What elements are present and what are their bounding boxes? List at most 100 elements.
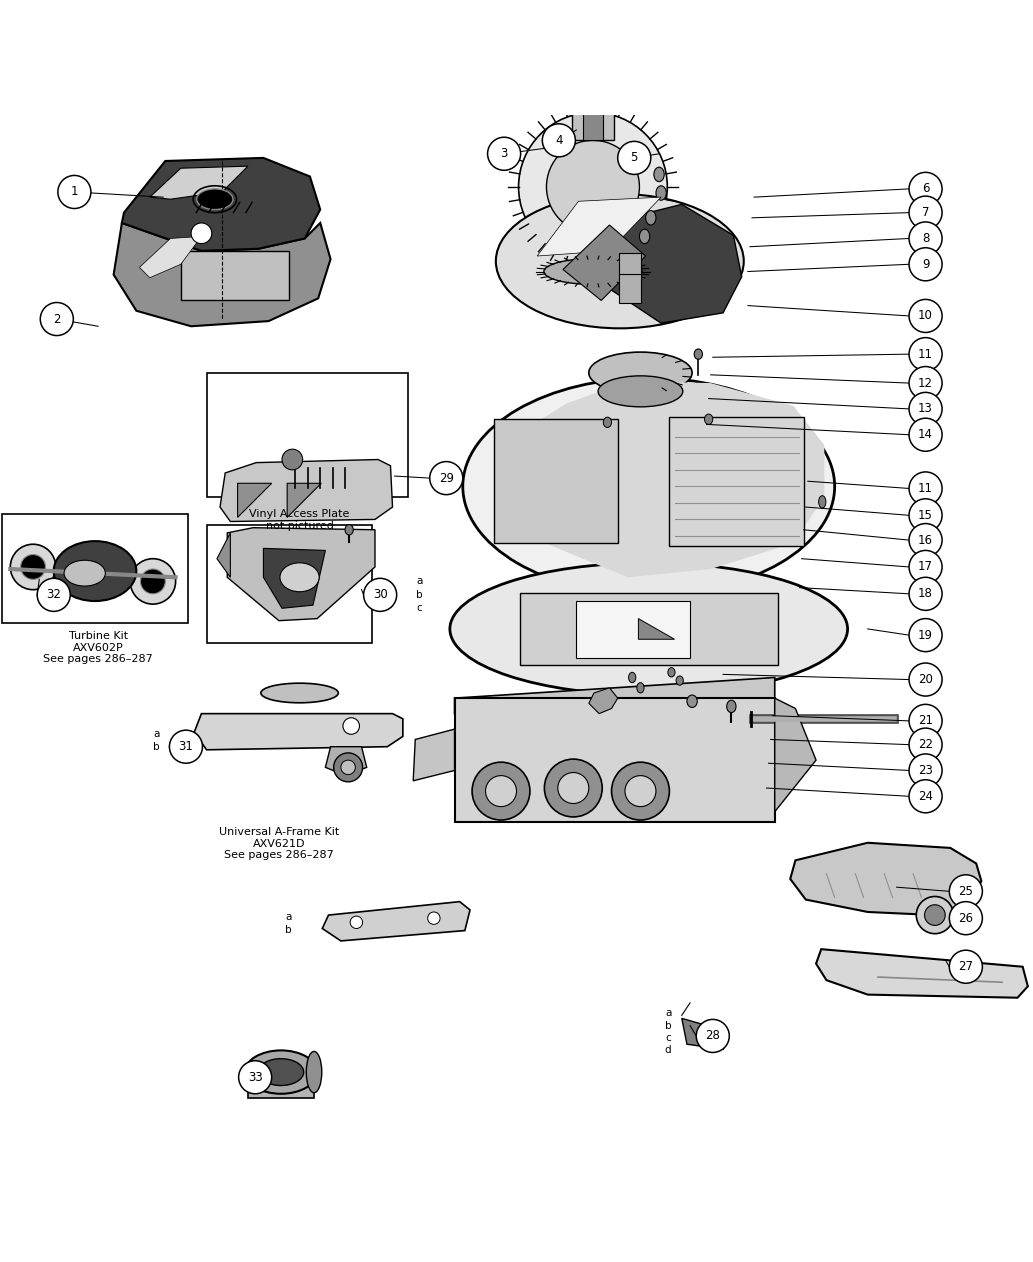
Text: 1: 1 — [70, 186, 79, 198]
Circle shape — [909, 780, 942, 813]
Circle shape — [909, 498, 942, 531]
Text: 23: 23 — [918, 764, 933, 777]
Polygon shape — [790, 843, 981, 915]
Text: 21: 21 — [918, 714, 933, 727]
Ellipse shape — [450, 563, 847, 695]
Circle shape — [239, 1061, 272, 1094]
Circle shape — [343, 718, 359, 734]
Text: 16: 16 — [918, 534, 933, 546]
FancyBboxPatch shape — [619, 252, 641, 281]
Text: 7: 7 — [921, 206, 930, 220]
Text: 5: 5 — [630, 151, 638, 164]
Polygon shape — [413, 729, 455, 781]
Polygon shape — [578, 204, 742, 323]
Text: 28: 28 — [706, 1030, 720, 1042]
FancyBboxPatch shape — [583, 101, 603, 140]
FancyBboxPatch shape — [494, 419, 618, 543]
Circle shape — [282, 449, 303, 469]
Ellipse shape — [544, 259, 643, 284]
Polygon shape — [287, 483, 321, 517]
Circle shape — [949, 950, 982, 983]
FancyBboxPatch shape — [520, 593, 778, 665]
Ellipse shape — [694, 350, 702, 360]
Ellipse shape — [260, 683, 339, 703]
Circle shape — [350, 916, 363, 929]
Circle shape — [612, 762, 669, 820]
Polygon shape — [455, 678, 775, 713]
Circle shape — [916, 896, 953, 934]
Circle shape — [949, 901, 982, 935]
FancyBboxPatch shape — [248, 1066, 314, 1098]
Ellipse shape — [646, 211, 656, 225]
FancyBboxPatch shape — [2, 515, 188, 622]
FancyBboxPatch shape — [455, 698, 775, 822]
Circle shape — [909, 418, 942, 452]
Ellipse shape — [307, 1051, 322, 1093]
Ellipse shape — [245, 1050, 317, 1094]
Ellipse shape — [656, 186, 666, 201]
Text: b: b — [285, 925, 291, 935]
Circle shape — [488, 138, 521, 170]
Text: 19: 19 — [918, 628, 933, 641]
Polygon shape — [227, 528, 375, 621]
Circle shape — [909, 247, 942, 281]
Circle shape — [430, 462, 463, 495]
Text: 22: 22 — [918, 738, 933, 751]
Ellipse shape — [589, 352, 692, 394]
Circle shape — [40, 303, 73, 336]
Polygon shape — [322, 901, 470, 941]
Circle shape — [546, 140, 639, 233]
Circle shape — [909, 366, 942, 400]
Text: 20: 20 — [918, 673, 933, 687]
Ellipse shape — [54, 541, 136, 601]
Circle shape — [10, 544, 56, 589]
Text: Universal A-Frame Kit
AXV621D
See pages 286–287: Universal A-Frame Kit AXV621D See pages … — [219, 828, 339, 861]
Circle shape — [909, 663, 942, 697]
Ellipse shape — [196, 189, 233, 209]
Circle shape — [909, 753, 942, 787]
Text: 17: 17 — [918, 560, 933, 573]
Circle shape — [191, 223, 212, 244]
Circle shape — [341, 760, 355, 775]
Circle shape — [696, 1020, 729, 1053]
Text: a: a — [665, 1008, 671, 1018]
Circle shape — [140, 569, 165, 594]
Text: 10: 10 — [918, 309, 933, 322]
Circle shape — [909, 728, 942, 761]
Text: 25: 25 — [959, 885, 973, 897]
FancyBboxPatch shape — [669, 418, 804, 546]
Text: 4: 4 — [555, 134, 563, 146]
Circle shape — [558, 772, 589, 804]
Ellipse shape — [603, 418, 612, 428]
Text: b: b — [665, 1021, 671, 1031]
Ellipse shape — [280, 563, 319, 592]
Text: 29: 29 — [439, 472, 453, 485]
Circle shape — [909, 173, 942, 206]
Circle shape — [618, 141, 651, 174]
Text: 15: 15 — [918, 509, 933, 521]
FancyBboxPatch shape — [181, 251, 289, 300]
Circle shape — [169, 731, 202, 764]
Text: 31: 31 — [179, 741, 193, 753]
Text: b: b — [154, 742, 160, 752]
Circle shape — [334, 753, 363, 782]
Ellipse shape — [598, 376, 683, 406]
Polygon shape — [238, 483, 272, 517]
Circle shape — [925, 905, 945, 925]
Text: 26: 26 — [959, 911, 973, 925]
Text: a: a — [285, 912, 291, 923]
Polygon shape — [638, 618, 675, 640]
Text: 32: 32 — [46, 588, 61, 602]
Text: b: b — [416, 589, 422, 599]
Text: 3: 3 — [500, 148, 508, 160]
Circle shape — [130, 559, 176, 604]
Text: 18: 18 — [918, 587, 933, 601]
Polygon shape — [682, 1018, 728, 1050]
Polygon shape — [150, 167, 248, 199]
Ellipse shape — [726, 700, 735, 713]
Ellipse shape — [572, 87, 614, 100]
Circle shape — [949, 875, 982, 907]
Circle shape — [542, 124, 575, 156]
Text: 14: 14 — [918, 428, 933, 442]
Polygon shape — [589, 688, 618, 713]
